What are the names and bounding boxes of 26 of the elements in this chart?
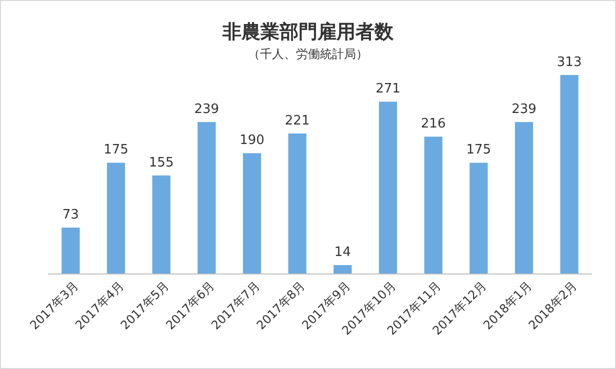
- bar: [378, 102, 398, 274]
- data-label: 175: [466, 142, 492, 158]
- bar: [106, 162, 126, 274]
- chart-title: 非農業部門雇用者数: [222, 21, 394, 43]
- data-label: 239: [194, 102, 220, 118]
- data-label: 155: [148, 155, 174, 170]
- bar: [62, 228, 80, 274]
- chart-subtitle: （千人、労働統計局）: [248, 47, 368, 61]
- bar: [424, 136, 442, 274]
- bar: [198, 122, 216, 274]
- bar: [288, 133, 306, 274]
- data-label: 14: [334, 245, 351, 260]
- bar: [470, 162, 488, 274]
- bar: [334, 265, 352, 274]
- data-label: 239: [512, 102, 536, 118]
- data-label: 73: [62, 208, 79, 223]
- bar: [514, 122, 534, 274]
- bar: [560, 75, 578, 274]
- data-label: 271: [376, 82, 400, 97]
- data-label: 216: [420, 116, 446, 132]
- data-label: 221: [284, 113, 310, 128]
- data-label: 313: [556, 55, 582, 70]
- bar: [152, 175, 170, 274]
- data-label: 175: [104, 142, 128, 158]
- data-label: 190: [240, 133, 264, 148]
- bar: [242, 153, 262, 274]
